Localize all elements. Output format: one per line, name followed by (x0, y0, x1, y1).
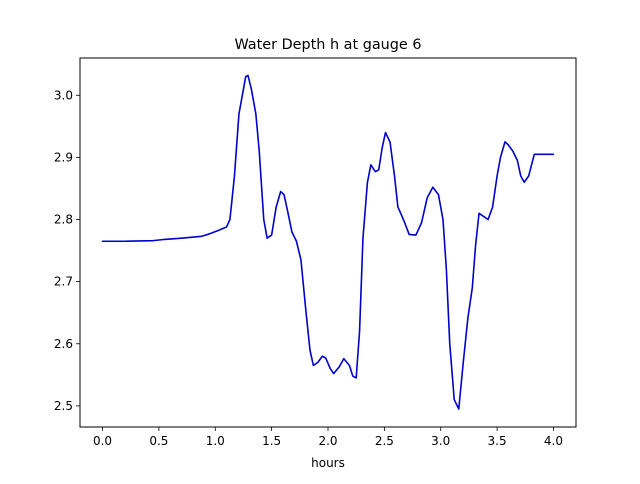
y-tick-label: 2.9 (54, 150, 73, 164)
plot-area (101, 74, 555, 410)
axes-frame (79, 57, 577, 428)
y-axis-ticks: 2.5 2.6 2.7 2.8 2.9 3.0 (54, 88, 80, 413)
y-tick-label: 2.6 (54, 337, 73, 351)
y-tick-label: 2.5 (54, 399, 73, 413)
x-tick-label: 3.5 (488, 434, 507, 448)
y-tick-label: 2.7 (54, 275, 73, 289)
x-tick-label: 0.0 (93, 434, 112, 448)
y-tick-label: 2.8 (54, 213, 73, 227)
chart-title: Water Depth h at gauge 6 (234, 37, 421, 53)
y-tick-label: 3.0 (54, 88, 73, 102)
x-tick-label: 3.0 (431, 434, 450, 448)
x-tick-label: 2.5 (375, 434, 394, 448)
x-axis-ticks: 0.0 0.5 1.0 1.5 2.0 2.5 3.0 3.5 4.0 (93, 427, 563, 448)
x-tick-label: 1.0 (206, 434, 225, 448)
x-tick-label: 1.5 (262, 434, 281, 448)
x-tick-label: 0.5 (149, 434, 168, 448)
x-tick-label: 2.0 (318, 434, 337, 448)
x-axis-label: hours (311, 456, 345, 470)
series-line-0 (101, 74, 555, 410)
x-tick-label: 4.0 (544, 434, 563, 448)
